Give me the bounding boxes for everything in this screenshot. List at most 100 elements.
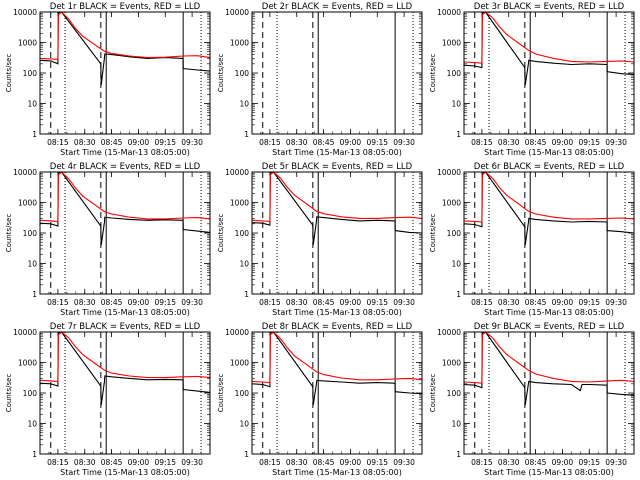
x-axis-label: Start Time (15-Mar-13 08:05:00) (272, 468, 402, 477)
y-tick-label: 100 (235, 389, 250, 398)
x-tick-label: 08:15 (47, 138, 69, 147)
lld-series-line (463, 171, 635, 223)
plot-frame (39, 331, 211, 455)
x-tick-label: 09:30 (605, 298, 627, 307)
y-tick-label: 10 (451, 260, 461, 269)
plot-frame (39, 11, 211, 135)
x-axis-label: Start Time (15-Mar-13 08:05:00) (272, 148, 402, 157)
y-axis-label: Counts/sec (217, 374, 225, 413)
y-axis-label: Counts/sec (429, 54, 437, 93)
x-tick-label: 08:45 (525, 298, 547, 307)
y-tick-label: 1 (32, 290, 37, 299)
x-tick-label: 08:30 (498, 138, 520, 147)
panel-title: Det 3r BLACK = Events, RED = LLD (474, 2, 625, 12)
x-tick-label: 08:15 (471, 298, 493, 307)
y-tick-label: 10000 (437, 328, 461, 337)
y-tick-label: 1000 (442, 39, 461, 48)
lld-series-line (39, 331, 211, 382)
y-tick-label: 1000 (18, 199, 37, 208)
y-tick-label: 100 (23, 229, 38, 238)
panel-title: Det 8r BLACK = Events, RED = LLD (262, 322, 413, 332)
x-tick-label: 09:15 (366, 138, 388, 147)
x-axis-label: Start Time (15-Mar-13 08:05:00) (484, 308, 614, 317)
y-axis-label: Counts/sec (5, 214, 13, 253)
y-tick-label: 100 (23, 69, 38, 78)
x-tick-label: 09:30 (605, 458, 627, 467)
x-tick-label: 09:30 (605, 138, 627, 147)
x-tick-label: 08:30 (286, 138, 308, 147)
panel-title: Det 2r BLACK = Events, RED = LLD (262, 2, 413, 12)
y-axis-label: Counts/sec (217, 54, 225, 93)
y-tick-label: 10000 (13, 168, 37, 177)
x-tick-label: 09:15 (578, 138, 600, 147)
y-tick-label: 10000 (437, 168, 461, 177)
y-axis-label: Counts/sec (217, 214, 225, 253)
lld-series-line (463, 11, 635, 64)
x-tick-label: 08:30 (74, 298, 96, 307)
plot-frame (39, 171, 211, 295)
y-tick-label: 10000 (437, 8, 461, 17)
y-tick-label: 1000 (18, 359, 37, 368)
x-tick-label: 09:15 (578, 298, 600, 307)
y-tick-label: 10000 (225, 328, 249, 337)
x-tick-label: 09:15 (154, 298, 176, 307)
x-tick-label: 09:00 (552, 138, 574, 147)
x-axis-label: Start Time (15-Mar-13 08:05:00) (484, 468, 614, 477)
x-tick-label: 08:30 (286, 458, 308, 467)
x-axis-label: Start Time (15-Mar-13 08:05:00) (60, 468, 190, 477)
y-tick-label: 1 (456, 130, 461, 139)
y-tick-label: 10000 (13, 8, 37, 17)
y-tick-label: 10 (239, 420, 249, 429)
x-tick-label: 08:45 (313, 138, 335, 147)
x-tick-label: 09:15 (154, 458, 176, 467)
y-tick-label: 10 (451, 100, 461, 109)
detector-panel-6: Det 6r BLACK = Events, RED = LLD Counts/s… (429, 162, 635, 317)
x-tick-label: 08:45 (313, 458, 335, 467)
x-tick-label: 08:45 (313, 298, 335, 307)
y-tick-label: 1 (244, 290, 249, 299)
plot-frame (251, 331, 423, 455)
plot-frame (463, 11, 635, 135)
x-tick-label: 09:30 (393, 298, 415, 307)
x-tick-label: 09:00 (128, 138, 150, 147)
panel-title: Det 4r BLACK = Events, RED = LLD (50, 162, 201, 172)
panel-title: Det 9r BLACK = Events, RED = LLD (474, 322, 625, 332)
x-tick-label: 09:00 (340, 458, 362, 467)
x-tick-label: 08:30 (74, 138, 96, 147)
x-tick-label: 09:00 (552, 458, 574, 467)
y-tick-label: 100 (447, 389, 462, 398)
x-tick-label: 09:30 (393, 458, 415, 467)
y-tick-label: 10 (451, 420, 461, 429)
detector-panel-4: Det 4r BLACK = Events, RED = LLD Counts/s… (5, 162, 211, 317)
y-tick-label: 1 (456, 450, 461, 459)
detector-panel-7: Det 7r BLACK = Events, RED = LLD Counts/s… (5, 322, 211, 477)
x-tick-label: 09:15 (366, 298, 388, 307)
y-tick-label: 10000 (225, 168, 249, 177)
y-tick-label: 1 (32, 130, 37, 139)
lld-series-line (251, 171, 423, 222)
y-tick-label: 100 (447, 69, 462, 78)
y-tick-label: 1000 (442, 199, 461, 208)
plot-frame (463, 331, 635, 455)
x-tick-label: 09:15 (154, 138, 176, 147)
y-tick-label: 1000 (442, 359, 461, 368)
events-series-line (463, 331, 635, 406)
y-tick-label: 100 (235, 229, 250, 238)
plot-frame (251, 11, 423, 135)
x-tick-label: 08:15 (47, 298, 69, 307)
x-tick-label: 09:00 (340, 298, 362, 307)
y-tick-label: 10000 (225, 8, 249, 17)
x-tick-label: 08:15 (259, 458, 281, 467)
y-tick-label: 1 (244, 450, 249, 459)
x-axis-label: Start Time (15-Mar-13 08:05:00) (60, 148, 190, 157)
detector-panel-3: Det 3r BLACK = Events, RED = LLD Counts/s… (429, 2, 635, 157)
y-tick-label: 1000 (230, 39, 249, 48)
x-tick-label: 09:30 (181, 458, 203, 467)
lld-series-line (251, 331, 423, 384)
y-tick-label: 10 (239, 100, 249, 109)
y-tick-label: 1000 (18, 39, 37, 48)
x-axis-label: Start Time (15-Mar-13 08:05:00) (484, 148, 614, 157)
x-tick-label: 08:45 (101, 458, 123, 467)
x-tick-label: 08:30 (498, 298, 520, 307)
plot-frame (463, 171, 635, 295)
